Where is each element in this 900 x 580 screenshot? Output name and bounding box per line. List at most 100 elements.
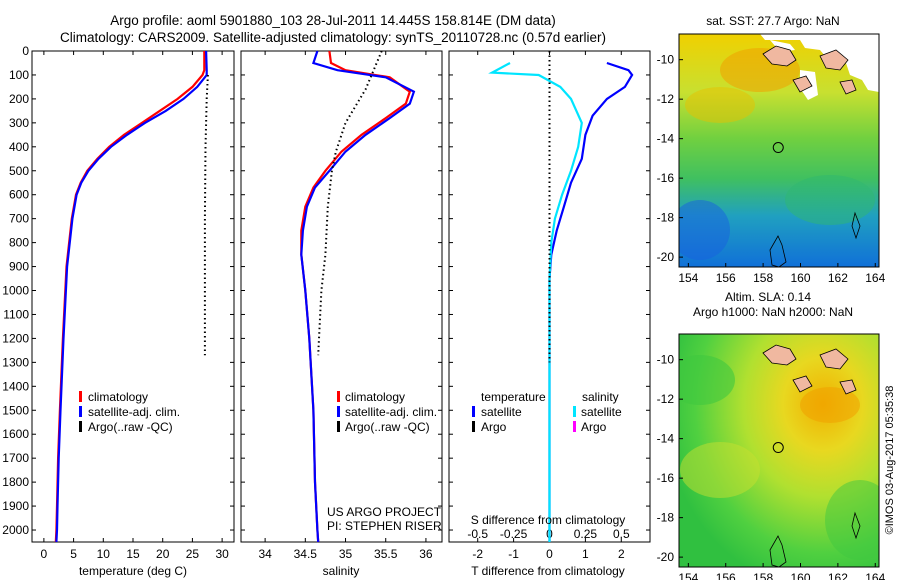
- s-tick-label: 0.25: [574, 527, 598, 541]
- sla-map-frame: [678, 333, 880, 568]
- series-line-satellite-adj-clim: [55, 50, 208, 543]
- x-tick-label: 10: [97, 547, 111, 561]
- legend-swatch-s-satellite: [573, 406, 576, 417]
- s-difference-label: S difference from climatology: [471, 513, 626, 527]
- map-y-tick-label: -20: [657, 250, 675, 264]
- legend-label-climatology: climatology: [88, 390, 148, 404]
- x-tick-label: 5: [70, 547, 77, 561]
- map-x-tick-label: 156: [716, 271, 736, 285]
- map-x-tick-label: 154: [678, 571, 698, 580]
- x-tick-label: 20: [156, 547, 170, 561]
- map-x-tick-label: 160: [790, 271, 810, 285]
- legend-label-s-argo: Argo: [581, 420, 607, 434]
- y-tick-label: 600: [9, 188, 29, 202]
- legend-swatch-s-argo: [573, 421, 576, 432]
- map-x-tick-label: 162: [828, 271, 848, 285]
- sst-map-panel: sat. SST: 27.7 Argo: NaN 154 156 158 160 162…: [657, 14, 886, 285]
- salinity-legend: climatology satellite-adj. clim. Argo(..…: [337, 390, 437, 434]
- y-tick-label: 400: [9, 140, 29, 154]
- sst-map-frame: [678, 33, 880, 268]
- x-tick-label: 2: [618, 547, 625, 561]
- y-tick-label: 1200: [2, 331, 29, 345]
- y-tick-label: 1500: [2, 403, 29, 417]
- y-tick-label: 900: [9, 260, 29, 274]
- s-tick-label: -0.25: [500, 527, 528, 541]
- map-y-tick-label: -20: [657, 550, 675, 564]
- temperature-panel: 0100200300400500600700800900100011001200…: [2, 44, 235, 578]
- header-line-1: Argo profile: aoml 5901880_103 28-Jul-20…: [110, 13, 556, 28]
- series-line-satellite-adj-clim: [300, 50, 416, 543]
- sla-land-shapes: [762, 344, 861, 568]
- sla-map-panel: Altim. SLA: 0.14 Argo h1000: NaN h2000: …: [657, 290, 886, 580]
- map-x-tick-label: 164: [865, 571, 885, 580]
- map-y-tick-label: -14: [657, 132, 675, 146]
- y-tick-label: 1300: [2, 355, 29, 369]
- difference-panel: -2 -1 0 1 2-0.5 -0.25 0 0.25 0.5 S difference fr…: [448, 50, 651, 578]
- legend-swatch-satellite: [79, 406, 82, 417]
- legend-label-argo: Argo(..raw -QC): [88, 420, 173, 434]
- series-line-argo-raw-qc: [203, 74, 209, 356]
- y-tick-label: 2000: [2, 523, 29, 537]
- legend-label-argo: Argo(..raw -QC): [345, 420, 430, 434]
- sla-map-subtitle: Argo h1000: NaN h2000: NaN: [693, 305, 853, 319]
- map-y-tick-label: -14: [657, 432, 675, 446]
- legend-swatch-argo: [79, 421, 82, 432]
- series-line-salinity-satellite: [488, 62, 583, 542]
- map-x-tick-label: 158: [753, 571, 773, 580]
- map-x-tick-label: 164: [865, 271, 885, 285]
- sla-map-title: Altim. SLA: 0.14: [725, 290, 811, 304]
- x-tick-label: 1: [582, 547, 589, 561]
- map-y-tick-label: -12: [657, 392, 675, 406]
- legend-label-t-satellite: satellite: [481, 405, 522, 419]
- legend-label-satellite: satellite-adj. clim.: [345, 405, 437, 419]
- y-tick-label: 1600: [2, 427, 29, 441]
- s-tick-label: -0.5: [467, 527, 488, 541]
- map-y-tick-label: -16: [657, 471, 675, 485]
- map-y-tick-label: -12: [657, 92, 675, 106]
- legend-swatch-t-satellite: [472, 406, 475, 417]
- temperature-axes-frame: [31, 50, 235, 543]
- x-tick-label: 35: [339, 547, 353, 561]
- y-tick-label: 200: [9, 92, 29, 106]
- temperature-legend: climatology satellite-adj. clim. Argo(..…: [79, 390, 180, 434]
- salinity-xlabel: salinity: [323, 564, 360, 578]
- difference-legend: temperature salinity satellite Argo sate…: [472, 390, 622, 434]
- legend-label-s-satellite: satellite: [581, 405, 622, 419]
- sst-argo-position-marker: [772, 142, 784, 154]
- map-x-tick-label: 158: [753, 271, 773, 285]
- y-tick-label: 1100: [3, 307, 29, 321]
- legend-label-satellite: satellite-adj. clim.: [88, 405, 180, 419]
- project-line-2: PI: STEPHEN RISER: [327, 519, 442, 533]
- t-difference-xlabel: T difference from climatology: [471, 564, 625, 578]
- series-line-argo-raw-qc: [317, 50, 383, 356]
- y-tick-label: 800: [9, 236, 29, 250]
- x-tick-label: 15: [126, 547, 140, 561]
- s-tick-label: 0.5: [613, 527, 630, 541]
- sla-argo-position-marker: [772, 442, 784, 454]
- y-tick-label: 1900: [2, 499, 29, 513]
- map-y-tick-label: -10: [657, 53, 675, 67]
- x-tick-label: -2: [472, 547, 483, 561]
- map-y-tick-label: -18: [657, 511, 675, 525]
- y-tick-label: 300: [9, 116, 29, 130]
- legend-swatch-climatology: [79, 391, 82, 402]
- x-tick-label: 34.5: [294, 547, 318, 561]
- x-tick-label: 0: [41, 547, 48, 561]
- legend-swatch-satellite: [337, 406, 340, 417]
- map-y-tick-label: -16: [657, 171, 675, 185]
- x-tick-label: 34: [258, 547, 272, 561]
- sst-missing-data: [730, 34, 879, 92]
- map-x-tick-label: 160: [790, 571, 810, 580]
- y-tick-label: 0: [22, 44, 29, 58]
- map-x-tick-label: 154: [678, 271, 698, 285]
- x-tick-label: 25: [186, 547, 200, 561]
- salinity-axes-frame: [240, 50, 443, 543]
- legend-label-climatology: climatology: [345, 390, 405, 404]
- y-tick-label: 1700: [2, 451, 29, 465]
- legend-swatch-climatology: [337, 391, 340, 402]
- map-y-tick-label: -18: [657, 211, 675, 225]
- map-y-tick-label: -10: [657, 353, 675, 367]
- sst-land-shapes: [762, 45, 861, 268]
- x-tick-label: 0: [546, 547, 553, 561]
